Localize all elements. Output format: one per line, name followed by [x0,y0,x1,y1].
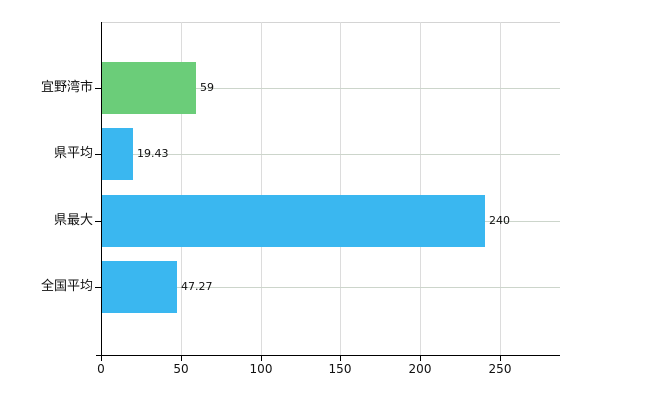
x-tick [500,356,501,361]
bar [102,128,133,180]
grid-line-vertical [420,22,421,355]
x-tick-label: 150 [328,362,352,376]
x-axis-line [96,355,560,356]
grid-line-vertical [500,22,501,355]
x-tick [420,356,421,361]
category-label: 県最大 [53,213,93,228]
x-tick [261,356,262,361]
y-axis-line [101,22,102,356]
y-tick [95,154,101,156]
bar-value-label: 19.43 [137,147,169,160]
x-tick-label: 50 [173,362,189,376]
y-tick [95,88,101,89]
grid-line-vertical [181,22,182,355]
x-tick [101,356,102,361]
x-tick-label: 250 [488,362,512,376]
grid-line-vertical [340,22,341,355]
grid-line-vertical [261,22,262,355]
category-label: 宜野湾市 [40,80,93,95]
grid-line-horizontal [102,88,560,89]
category-label: 全国平均 [40,279,93,294]
y-tick [95,286,101,288]
x-tick-label: 0 [97,362,105,376]
bar [102,62,196,114]
plot-top-border [101,22,560,23]
category-label: 県平均 [53,146,93,161]
bar-value-label: 240 [489,214,510,227]
x-tick-label: 200 [408,362,432,376]
x-tick-label: 100 [249,362,273,376]
grid-line-horizontal [102,154,560,155]
bar-value-label: 59 [200,81,214,94]
bar [102,261,177,313]
y-tick [95,220,101,222]
x-tick [181,356,182,361]
bar [102,195,485,247]
x-tick [340,356,341,361]
bar-value-label: 47.27 [181,280,213,293]
grid-line-horizontal [102,287,560,288]
